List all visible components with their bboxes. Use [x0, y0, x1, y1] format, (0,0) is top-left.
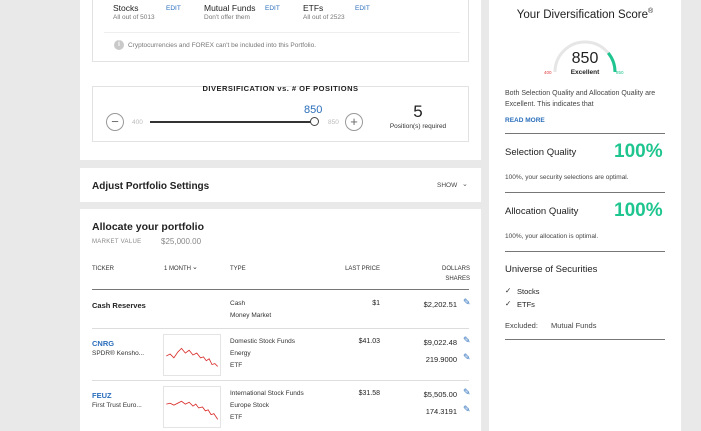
gauge-min-label: 400: [544, 70, 552, 75]
universe-item-etfs: ETFs: [517, 300, 535, 309]
minus-icon: −: [111, 114, 119, 129]
adjust-settings-title: Adjust Portfolio Settings: [92, 181, 210, 192]
col-type: TYPE: [230, 266, 246, 272]
last-price: $31.58: [358, 390, 380, 397]
plus-icon: +: [350, 114, 358, 129]
mutual-funds-sub: Don't offer them: [204, 14, 250, 21]
positions-count: 5: [413, 102, 423, 121]
crypto-notice: Cryptocurrencies and FOREX can't be incl…: [128, 42, 317, 49]
type-line-2: Europe Stock: [230, 402, 270, 409]
type-line-1: International Stock Funds: [230, 390, 304, 397]
universe-panel: Stocks All out of 5013 EDIT Mutual Funds…: [80, 0, 481, 160]
universe-inner-box: [92, 0, 469, 62]
col-ticker: TICKER: [92, 266, 115, 272]
universe-item-stocks: Stocks: [517, 287, 540, 296]
mutual-funds-label: Mutual Funds: [204, 3, 256, 13]
score-panel-title: Your Diversification Score®: [489, 8, 681, 21]
dollars-value: $5,505.00: [423, 390, 457, 399]
type-line-2: Money Market: [230, 312, 272, 319]
check-icon: ✓: [505, 286, 512, 295]
excluded-label: Excluded:: [505, 321, 538, 330]
adjust-settings-panel[interactable]: Adjust Portfolio Settings SHOW ⌄: [80, 168, 481, 202]
positions-label: Position(s) required: [389, 123, 447, 130]
score-value: 850: [571, 50, 599, 67]
ticker-link[interactable]: FEUZ: [92, 391, 112, 400]
allocation-quality-note: 100%, your allocation is optimal.: [505, 233, 599, 240]
last-price: $1: [372, 300, 380, 307]
ticker-cash: Cash Reserves: [92, 301, 146, 310]
sparkline-chart: [163, 386, 221, 428]
allocation-quality-value: 100%: [614, 200, 663, 221]
decrease-positions-button[interactable]: −: [106, 113, 124, 131]
edit-dollars-icon[interactable]: ✎: [463, 387, 471, 397]
score-title-text: Your Diversification Score: [516, 8, 649, 21]
slider-title: DIVERSIFICATION vs. # OF POSITIONS: [202, 84, 359, 93]
last-price: $41.03: [358, 338, 380, 345]
slider-max-label: 850: [328, 119, 339, 126]
score-gauge: [553, 40, 617, 73]
table-row: FEUZ First Trust Euro... International S…: [80, 381, 481, 431]
edit-dollars-icon[interactable]: ✎: [463, 335, 471, 345]
ticker-link[interactable]: CNRG: [92, 339, 115, 348]
type-line-1: Cash: [230, 300, 246, 307]
col-period[interactable]: 1 MONTH: [164, 266, 191, 272]
stocks-sub: All out of 5013: [113, 14, 155, 21]
excluded-value: Mutual Funds: [551, 321, 597, 330]
slider-min-label: 400: [132, 119, 143, 126]
dollars-value: $9,022.48: [423, 338, 457, 347]
slider-value: 850: [304, 104, 323, 116]
diversification-slider-box: [92, 86, 469, 142]
shares-value: 174.3191: [425, 407, 457, 416]
allocation-quality-label: Allocation Quality: [505, 206, 579, 217]
info-icon: i: [114, 40, 124, 50]
security-name: First Trust Euro...: [92, 402, 142, 409]
edit-dollars-icon[interactable]: ✎: [463, 297, 471, 307]
type-line-3: ETF: [230, 414, 243, 421]
col-last-price: LAST PRICE: [345, 266, 380, 272]
check-icon: ✓: [505, 299, 512, 308]
mutual-funds-edit-link[interactable]: EDIT: [265, 5, 280, 12]
type-line-2: Energy: [230, 350, 251, 357]
gauge-max-label: 850: [616, 70, 624, 75]
table-row: Cash Reserves Cash Money Market $1 $2,20…: [80, 290, 481, 328]
etfs-label: ETFs: [303, 3, 324, 13]
shares-value: 219.9000: [425, 355, 457, 364]
security-name: SPDR® Kensho...: [92, 350, 145, 357]
registered-mark: ®: [648, 8, 654, 15]
stocks-label: Stocks: [113, 3, 139, 13]
slider-handle[interactable]: [310, 117, 319, 126]
score-rating: Excellent: [570, 69, 600, 76]
etfs-sub: All out of 2523: [303, 14, 345, 21]
col-shares: SHARES: [445, 276, 470, 282]
selection-quality-label: Selection Quality: [505, 147, 577, 158]
table-row: CNRG SPDR® Kensho... Domestic Stock Fund…: [80, 329, 481, 379]
slider-track[interactable]: [150, 121, 313, 123]
read-more-link[interactable]: READ MORE: [505, 117, 545, 124]
col-dollars: DOLLARS: [441, 266, 470, 272]
increase-positions-button[interactable]: +: [345, 113, 363, 131]
type-line-1: Domestic Stock Funds: [230, 338, 296, 345]
universe-title: Universe of Securities: [505, 264, 598, 275]
selection-quality-value: 100%: [614, 141, 663, 162]
chevron-down-icon: ⌄: [462, 181, 468, 188]
selection-quality-note: 100%, your security selections are optim…: [505, 174, 629, 181]
type-line-3: ETF: [230, 362, 243, 369]
sparkline-chart: [163, 334, 221, 376]
market-value: $25,000.00: [161, 237, 202, 246]
score-description: Both Selection Quality and Allocation Qu…: [505, 90, 656, 108]
score-panel: Your Diversification Score® 850 Excellen…: [489, 0, 681, 431]
edit-shares-icon[interactable]: ✎: [463, 352, 471, 362]
period-chevron-icon[interactable]: ⌄: [192, 264, 198, 271]
show-settings-toggle[interactable]: SHOW: [437, 182, 458, 189]
etfs-edit-link[interactable]: EDIT: [355, 5, 370, 12]
allocate-panel: Allocate your portfolio MARKET VALUE $25…: [80, 209, 481, 431]
dollars-value: $2,202.51: [423, 300, 457, 309]
stocks-edit-link[interactable]: EDIT: [166, 5, 181, 12]
market-value-label: MARKET VALUE: [92, 239, 142, 245]
edit-shares-icon[interactable]: ✎: [463, 404, 471, 414]
allocate-title: Allocate your portfolio: [92, 221, 205, 233]
